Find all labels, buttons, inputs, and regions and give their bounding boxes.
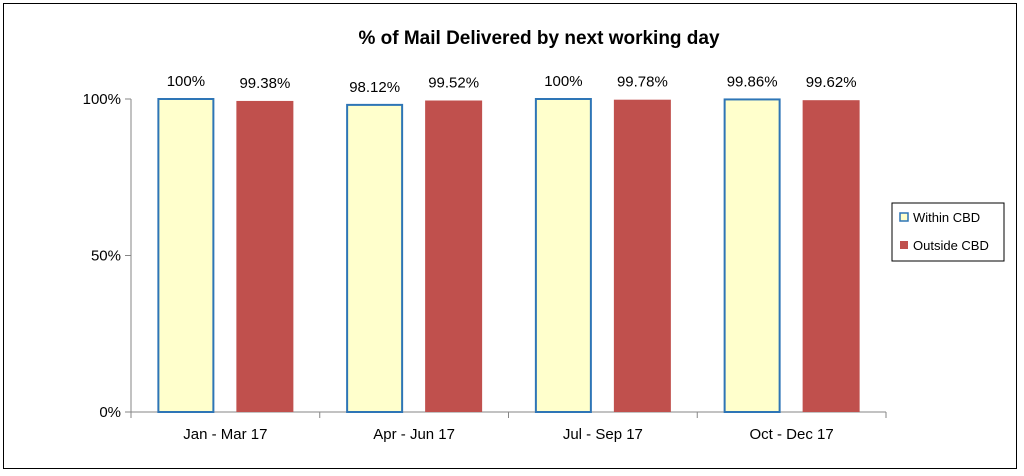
chart-title: % of Mail Delivered by next working day xyxy=(358,28,720,49)
x-tick-label: Oct - Dec 17 xyxy=(750,426,834,443)
legend: Within CBD Outside CBD xyxy=(891,202,1005,262)
data-label: 99.86% xyxy=(727,73,778,90)
bar-outside-cbd xyxy=(425,100,483,412)
y-tick-label: 50% xyxy=(91,248,121,265)
data-label: 100% xyxy=(167,73,205,90)
bar-within-cbd xyxy=(723,98,781,413)
x-tick-label: Jul - Sep 17 xyxy=(563,426,643,443)
bar-outside-cbd xyxy=(802,100,860,413)
bar-outside-cbd xyxy=(236,100,294,412)
chart-svg: % of Mail Delivered by next working day … xyxy=(83,28,1005,443)
legend-box xyxy=(891,202,1005,262)
data-label: 99.78% xyxy=(617,74,668,91)
legend-swatch xyxy=(899,212,909,222)
data-label: 99.52% xyxy=(428,75,479,92)
data-label: 99.62% xyxy=(806,74,857,91)
chart-frame: % of Mail Delivered by next working day … xyxy=(3,3,1017,469)
bar-within-cbd xyxy=(534,98,592,413)
legend-label: Outside CBD xyxy=(913,238,989,253)
x-tick-label: Apr - Jun 17 xyxy=(373,426,455,443)
data-label: 98.12% xyxy=(349,79,400,96)
data-label: 100% xyxy=(544,73,582,90)
plot-area: 0% 50% 100% Jan - Mar 17 100% 99.38% Apr - Jun… xyxy=(83,73,887,443)
legend-label: Within CBD xyxy=(913,210,980,225)
y-tick-label: 0% xyxy=(99,404,121,421)
legend-swatch xyxy=(900,241,908,249)
x-tick-label: Jan - Mar 17 xyxy=(183,426,267,443)
data-label: 99.38% xyxy=(239,75,290,92)
bar-within-cbd xyxy=(346,103,404,413)
y-tick-label: 100% xyxy=(83,91,121,108)
bar-within-cbd xyxy=(157,98,215,413)
bar-outside-cbd xyxy=(613,99,671,412)
